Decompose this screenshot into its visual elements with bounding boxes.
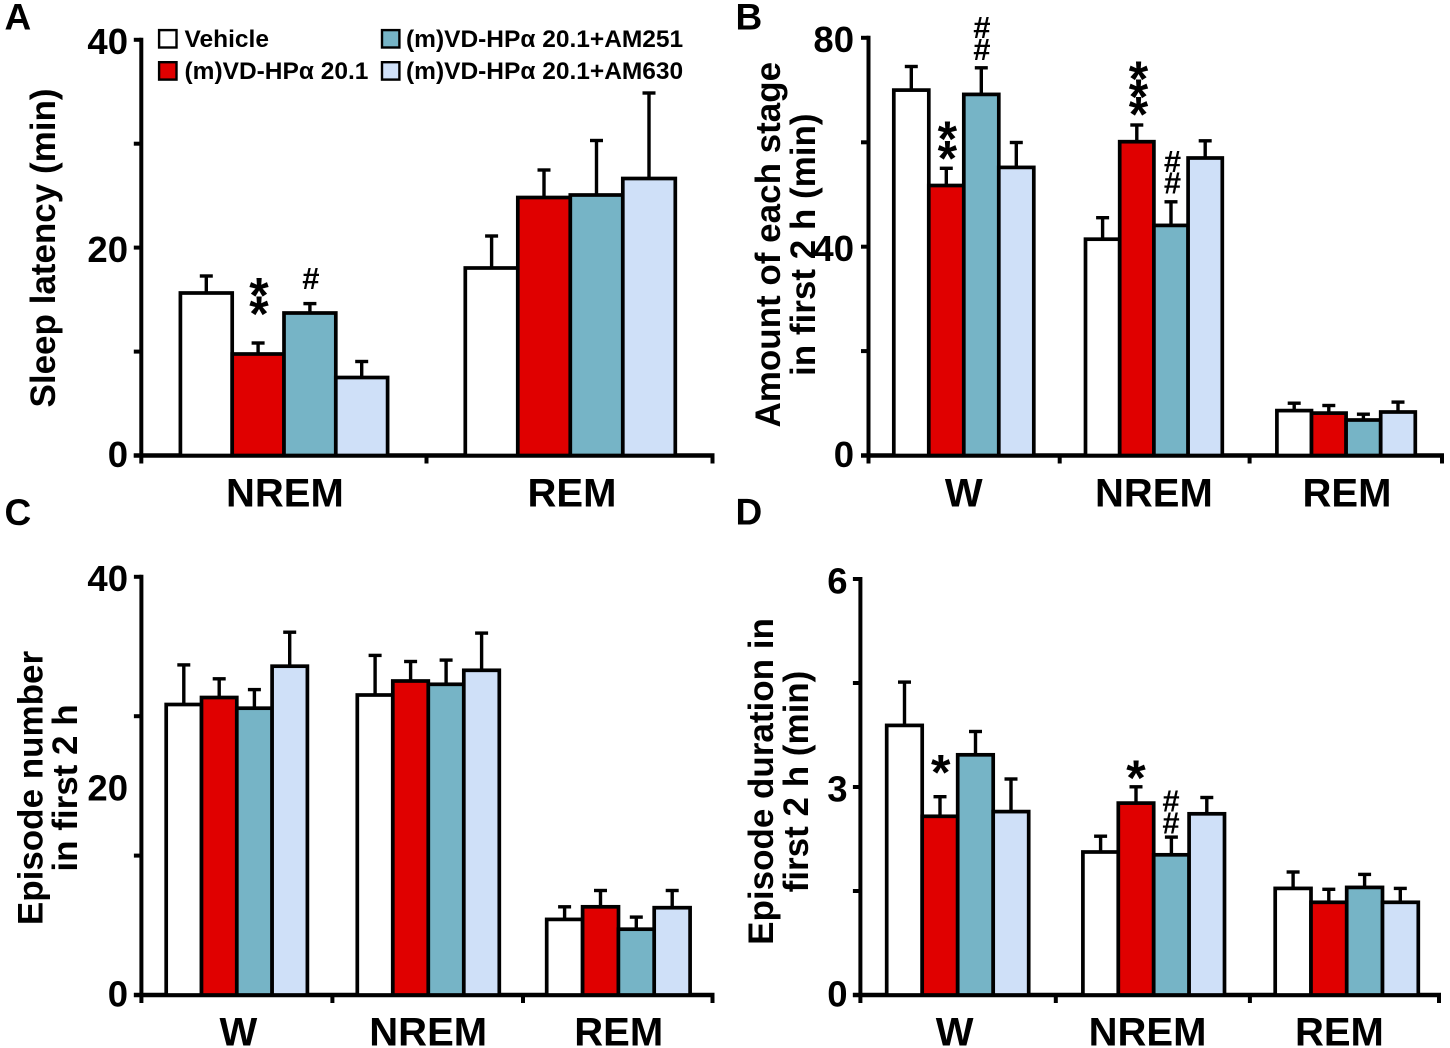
svg-text:#: # — [973, 32, 990, 67]
svg-text:20: 20 — [87, 767, 128, 808]
svg-text:(m)VD-HPα 20.1+AM630: (m)VD-HPα 20.1+AM630 — [406, 58, 683, 85]
svg-text:W: W — [220, 1010, 258, 1048]
svg-text:#: # — [1164, 144, 1181, 179]
svg-text:in first 2 h: in first 2 h — [46, 704, 85, 871]
svg-text:D: D — [736, 492, 763, 533]
svg-text:#: # — [302, 261, 319, 296]
svg-text:(m)VD-HPα 20.1: (m)VD-HPα 20.1 — [185, 58, 369, 85]
svg-text:A: A — [5, 0, 32, 38]
svg-text:*: * — [249, 268, 269, 324]
svg-text:*: * — [938, 111, 958, 167]
svg-text:REM: REM — [528, 472, 617, 516]
svg-text:20: 20 — [87, 229, 128, 270]
svg-text:*: * — [931, 745, 951, 801]
svg-text:Vehicle: Vehicle — [185, 26, 269, 53]
svg-text:40: 40 — [87, 21, 128, 62]
svg-text:NREM: NREM — [226, 472, 344, 516]
svg-text:*: * — [1126, 750, 1146, 806]
svg-text:REM: REM — [1295, 1010, 1384, 1048]
svg-text:#: # — [1164, 165, 1181, 200]
svg-text:*: * — [1129, 69, 1149, 125]
svg-text:C: C — [5, 492, 32, 533]
svg-text:*: * — [1129, 87, 1149, 143]
svg-text:0: 0 — [108, 434, 128, 475]
svg-text:W: W — [936, 1010, 974, 1048]
svg-text:#: # — [1162, 784, 1179, 819]
svg-text:Sleep latency (min): Sleep latency (min) — [24, 89, 63, 408]
svg-text:B: B — [736, 0, 763, 38]
svg-text:80: 80 — [813, 19, 854, 60]
svg-text:Amount of each stage: Amount of each stage — [749, 62, 788, 428]
svg-text:0: 0 — [108, 974, 128, 1015]
svg-text:0: 0 — [834, 434, 854, 475]
svg-text:(m)VD-HPα 20.1+AM251: (m)VD-HPα 20.1+AM251 — [406, 26, 683, 53]
svg-text:3: 3 — [827, 768, 847, 809]
svg-text:*: * — [1129, 51, 1149, 107]
svg-text:REM: REM — [1303, 472, 1392, 516]
svg-text:#: # — [1162, 805, 1179, 840]
svg-text:0: 0 — [827, 974, 847, 1015]
svg-text:6: 6 — [827, 560, 847, 601]
svg-text:40: 40 — [87, 558, 128, 599]
svg-text:Episode number: Episode number — [11, 651, 50, 926]
svg-text:REM: REM — [574, 1010, 663, 1048]
svg-text:Episode duration in: Episode duration in — [742, 618, 781, 945]
svg-text:*: * — [938, 130, 958, 186]
svg-text:in first 2 h (min): in first 2 h (min) — [784, 113, 823, 376]
svg-text:#: # — [973, 10, 990, 45]
svg-text:40: 40 — [813, 228, 854, 269]
svg-text:NREM: NREM — [1095, 472, 1213, 516]
svg-text:NREM: NREM — [1089, 1010, 1207, 1048]
svg-text:NREM: NREM — [369, 1010, 487, 1048]
svg-text:*: * — [249, 286, 269, 342]
svg-text:W: W — [945, 472, 983, 516]
svg-text:first 2 h (min): first 2 h (min) — [777, 671, 816, 893]
